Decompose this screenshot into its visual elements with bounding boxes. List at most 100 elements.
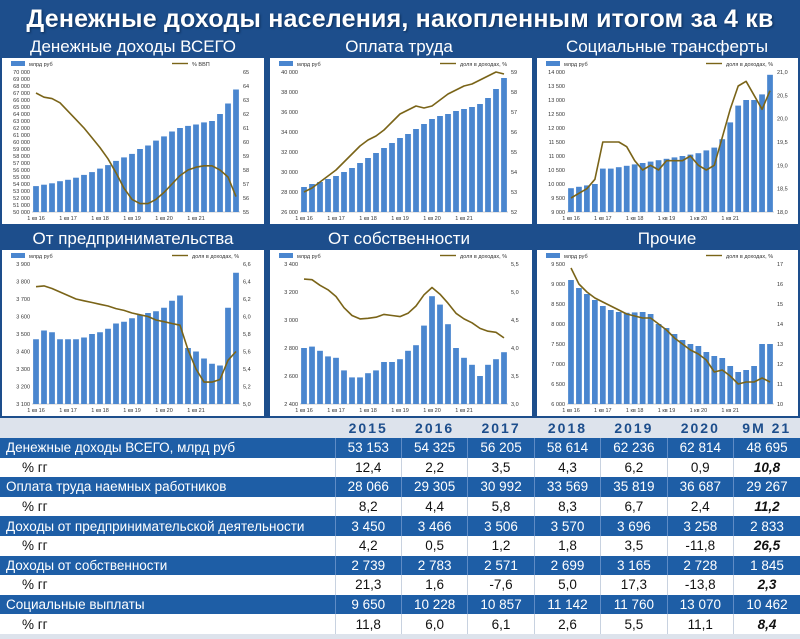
y-tick-label: 10 500 (548, 168, 565, 174)
table-header-blank (0, 418, 335, 438)
table-cell: 62 236 (600, 438, 668, 458)
x-tick-label: 1 кв 20 (690, 408, 708, 414)
y-tick-label: 3 100 (16, 402, 30, 408)
x-tick-label: 1 кв 18 (359, 216, 377, 222)
y-tick-label: 36 000 (281, 110, 298, 116)
table-cell: 48 695 (733, 438, 800, 458)
bar (445, 114, 451, 212)
bar (584, 294, 590, 404)
table-row-label: Оплата труда наемных работников (0, 477, 335, 497)
y2-tick-label: 64 (243, 84, 249, 90)
chart-total-income: млрд руб % ВВП 50 000 51 000 52 000 53 000 54 … (2, 58, 264, 224)
y2-tick-label: 53 (511, 190, 517, 196)
table-row: Денежные доходы ВСЕГО, млрд руб 53 153 54 … (0, 438, 800, 458)
x-tick-label: 1 кв 20 (423, 216, 441, 222)
y-tick-label: 9 000 (551, 210, 565, 216)
table-cell: 8,4 (733, 614, 800, 634)
y-tick-label: 69 000 (13, 77, 30, 83)
bar (397, 138, 403, 212)
x-tick-label: 1 кв 19 (391, 408, 409, 414)
bar (615, 167, 622, 212)
x-tick-label: 1 кв 19 (391, 216, 409, 222)
table-row-label: % гг (0, 457, 335, 478)
bar (405, 350, 411, 404)
y2-tick-label: 5,8 (243, 332, 251, 338)
table-header-year: 2018 (534, 418, 601, 438)
bar (703, 352, 710, 404)
table-cell: 3,5 (467, 457, 535, 478)
bar (501, 352, 507, 404)
bar (568, 280, 574, 404)
bar (469, 107, 475, 212)
table-header-year: 2015 (335, 418, 402, 438)
x-tick-label: 1 кв 18 (359, 408, 377, 414)
y2-tick-label: 19,5 (777, 140, 788, 146)
y-tick-label: 7 000 (551, 362, 565, 368)
bar (33, 339, 39, 404)
bar (225, 307, 231, 404)
y-tick-label: 11 000 (549, 154, 565, 160)
bar (217, 365, 223, 404)
x-tick-label: 1 кв 18 (91, 216, 109, 222)
bar (317, 350, 323, 404)
bar (341, 370, 347, 404)
bar (759, 94, 765, 212)
bar (711, 356, 718, 404)
bar (584, 185, 590, 212)
x-tick-label: 1 кв 17 (327, 216, 345, 222)
y-tick-label: 30 000 (281, 170, 298, 176)
y-tick-label: 3 600 (16, 315, 30, 321)
x-tick-label: 1 кв 21 (187, 408, 205, 414)
table-cell: 3 165 (600, 555, 668, 576)
x-tick-label: 1 кв 19 (123, 216, 141, 222)
table-cell: 10 462 (733, 594, 800, 615)
x-tick-label: 1 кв 19 (658, 216, 676, 222)
y-tick-label: 61 000 (13, 133, 30, 139)
bar (469, 364, 475, 404)
y-tick-label: 10 000 (548, 182, 565, 188)
x-tick-label: 1 кв 21 (721, 408, 739, 414)
table-cell: 11,2 (733, 496, 800, 517)
table-cell: 8,2 (334, 496, 402, 517)
y-tick-label: 62 000 (13, 126, 30, 132)
bar (333, 357, 339, 404)
bar (501, 78, 507, 212)
legend-bar-label: млрд руб (297, 254, 321, 260)
panel-title-other: Прочие (637, 229, 697, 248)
bar (137, 149, 143, 212)
bar (719, 139, 726, 212)
bar (129, 318, 135, 404)
bar (49, 183, 55, 212)
y-tick-label: 58 000 (13, 154, 30, 160)
bar (41, 330, 47, 404)
x-tick-label: 1 кв 18 (91, 408, 109, 414)
bar (57, 339, 63, 404)
table-cell: 11 760 (600, 594, 668, 615)
x-tick-label: 1 кв 19 (658, 408, 676, 414)
table-cell: 33 569 (533, 477, 601, 497)
y2-tick-label: 55 (243, 210, 249, 216)
y2-tick-label: 4,5 (511, 318, 519, 324)
bar (477, 104, 483, 212)
y2-tick-label: 20,0 (777, 117, 788, 123)
y2-tick-label: 59 (243, 154, 249, 160)
series-line (570, 267, 771, 385)
table-row: % гг 12,4 2,2 3,5 4,3 6,2 0,9 10,8 (0, 457, 800, 478)
chart-entrepreneurship: млрд руб доля в доходах, % 3 100 3 200 3 300… (2, 250, 264, 416)
bar (719, 358, 726, 404)
bar (727, 366, 734, 404)
bar (568, 188, 574, 212)
bar (461, 109, 467, 212)
legend-bar-swatch (546, 253, 560, 258)
y2-tick-label: 6,0 (243, 315, 251, 321)
table-cell: 1,2 (467, 535, 535, 556)
table-cell: 3 570 (533, 516, 601, 536)
y2-tick-label: 57 (511, 110, 517, 116)
y2-tick-label: 5,5 (511, 262, 519, 268)
table-cell: 21,3 (334, 575, 402, 595)
panel-title-wages: Оплата труда (345, 37, 453, 56)
bar (373, 370, 379, 404)
table-header-year: 2020 (667, 418, 734, 438)
bar (341, 172, 347, 212)
x-tick-label: 1 кв 16 (295, 216, 313, 222)
